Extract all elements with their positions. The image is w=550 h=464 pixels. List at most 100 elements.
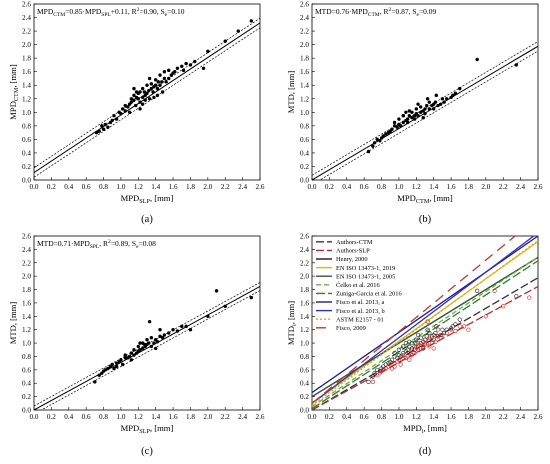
y-tick-label: 0.4 [22, 149, 31, 157]
data-point [392, 120, 397, 125]
y-tick-label: 1.0 [300, 340, 309, 348]
y-axis-label: MPDCTM, [mm] [8, 64, 20, 120]
data-point [173, 69, 177, 74]
data-point [390, 127, 394, 131]
data-point [160, 80, 164, 84]
data-point [127, 110, 132, 115]
series-line [312, 240, 538, 406]
plot-area [312, 236, 538, 410]
data-point [123, 353, 127, 357]
y-tick-label: 0.4 [300, 149, 309, 157]
y-tick-label: 2.0 [300, 41, 309, 49]
data-point [236, 29, 240, 33]
data-point-slp [370, 379, 375, 384]
x-tick-label: 1.0 [394, 413, 403, 421]
data-point [401, 120, 405, 125]
data-point [147, 88, 151, 93]
x-tick-label: 2.0 [481, 183, 490, 191]
data-point-slp [435, 334, 441, 339]
data-point [434, 93, 438, 98]
x-tick-label: 2.6 [256, 183, 265, 191]
data-point [129, 100, 134, 104]
data-point [138, 341, 142, 345]
legend-label: Authors-CTM [336, 239, 373, 246]
data-point [366, 149, 371, 154]
x-tick-label: 1.0 [116, 183, 125, 191]
x-tick-label: 0.0 [30, 183, 39, 191]
data-point [110, 362, 114, 367]
data-point [405, 117, 410, 121]
y-axis-label: MTD, [mm] [8, 302, 18, 345]
data-point [414, 107, 419, 111]
data-point [184, 324, 188, 329]
data-point [407, 109, 412, 113]
data-point [149, 344, 154, 349]
data-point [132, 98, 136, 102]
y-tick-label: 2.0 [22, 273, 31, 281]
data-point [127, 354, 132, 359]
y-tick-label: 1.6 [300, 68, 309, 76]
data-point [418, 105, 423, 109]
data-point [119, 111, 123, 116]
y-tick-label: 0.4 [300, 380, 309, 388]
legend-label: Fisco, 2009 [336, 325, 366, 332]
data-point [223, 39, 227, 43]
data-point-slp [444, 330, 449, 336]
legend-label: ASTM E2157 - 01 [336, 316, 384, 323]
data-point [136, 344, 141, 349]
data-point-ctm [401, 351, 406, 356]
panel-label: (c) [141, 446, 153, 457]
confidence-band-lower [34, 27, 260, 178]
data-point [375, 137, 379, 142]
data-point-ctm [427, 330, 432, 336]
plot-frame [311, 3, 539, 181]
data-point [384, 132, 388, 136]
data-point [97, 129, 101, 133]
y-tick-label: 1.8 [22, 55, 31, 63]
y-tick-label: 2.6 [22, 233, 31, 241]
data-point [155, 340, 160, 344]
x-tick-label: 0.2 [325, 183, 334, 191]
data-point-slp [424, 340, 429, 346]
data-point [120, 362, 125, 367]
y-tick-label: 0.0 [300, 407, 309, 415]
data-point-slp [415, 347, 421, 352]
data-point [114, 361, 119, 365]
data-point [140, 95, 145, 100]
x-tick-label: 0.4 [342, 183, 351, 191]
y-tick-label: 1.4 [22, 313, 31, 321]
data-point [138, 348, 142, 352]
legend-label: Fisco et al. 2013, a [336, 299, 384, 306]
data-point [153, 346, 158, 351]
data-point-slp [501, 304, 506, 309]
data-point [381, 134, 385, 138]
x-tick-label: 2.6 [534, 413, 543, 421]
data-point-slp [383, 366, 388, 371]
y-tick-label: 1.0 [22, 340, 31, 348]
data-point-slp [401, 353, 406, 358]
data-point-slp [389, 366, 395, 371]
data-point [145, 338, 149, 342]
legend-label: Fisco et al. 2013, b [336, 308, 385, 315]
data-point-ctm [401, 344, 406, 349]
data-point-slp [420, 342, 425, 347]
x-tick-label: 1.6 [447, 413, 456, 421]
data-point-ctm [375, 367, 380, 372]
x-tick-label: 2.4 [238, 413, 247, 421]
data-point [175, 329, 180, 333]
data-point [175, 66, 180, 71]
y-tick-label: 2.4 [300, 246, 309, 254]
x-tick-label: 0.0 [30, 413, 39, 421]
data-point [112, 366, 116, 371]
x-tick-label: 0.8 [377, 413, 386, 421]
x-tick-label: 1.4 [429, 413, 438, 421]
data-point-ctm [396, 347, 402, 352]
data-point-ctm [453, 322, 458, 327]
data-point [249, 19, 254, 23]
x-tick-label: 0.2 [325, 413, 334, 421]
data-point [147, 319, 152, 324]
data-point [132, 348, 136, 352]
data-point-ctm [433, 330, 438, 336]
y-tick-label: 1.8 [300, 286, 309, 294]
